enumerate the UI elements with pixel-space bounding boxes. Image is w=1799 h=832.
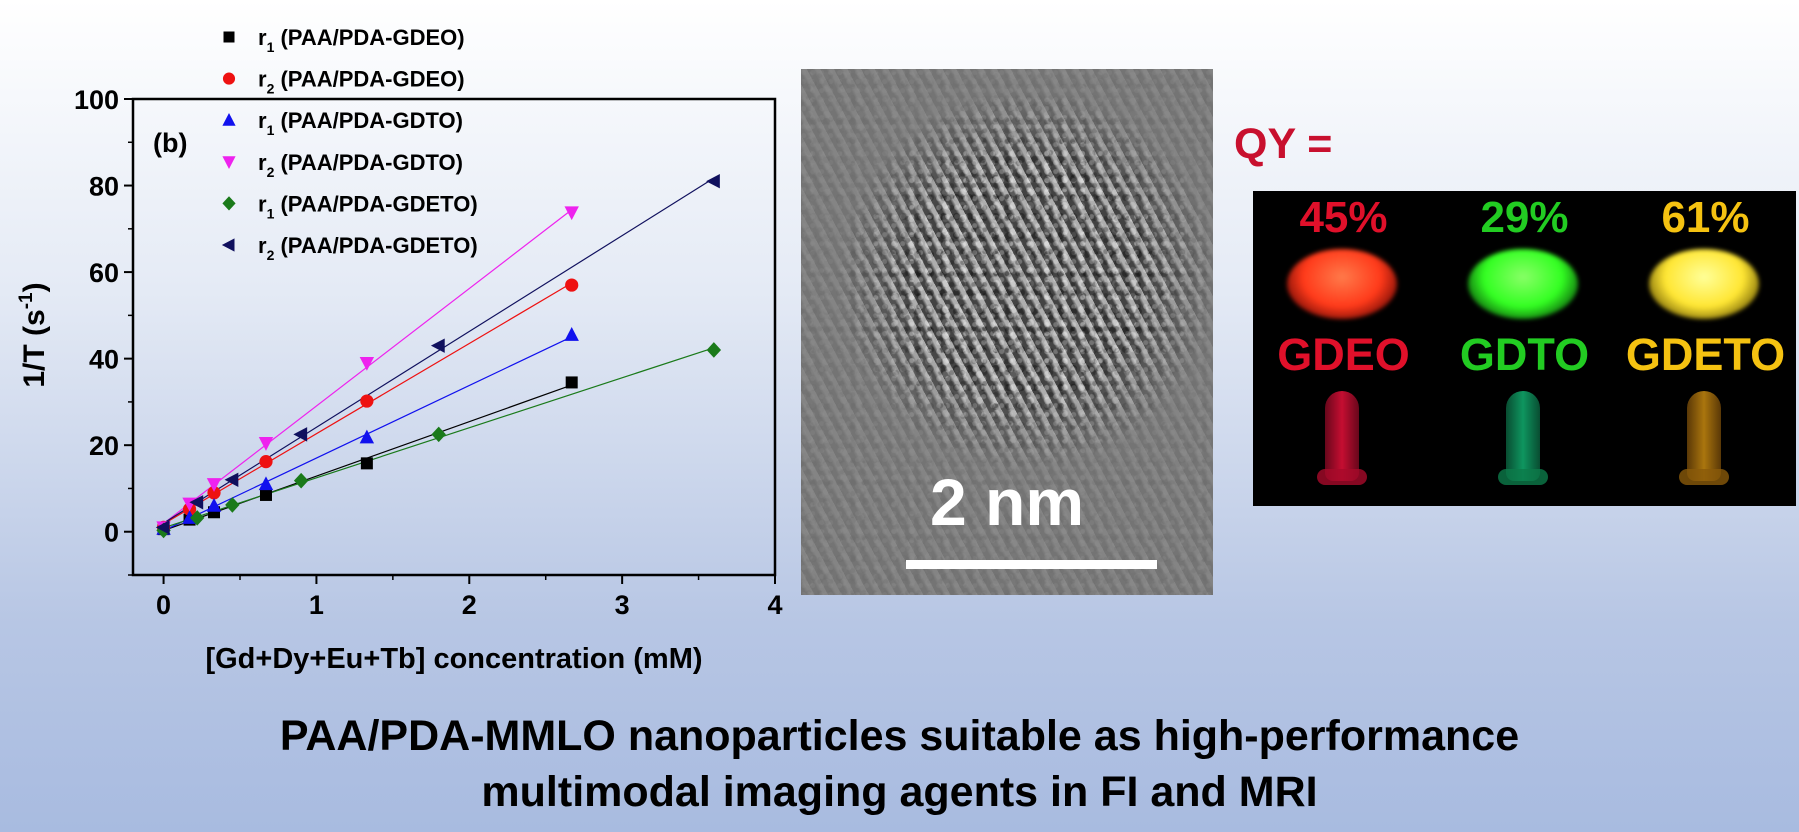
- x-tick-label: 3: [615, 590, 630, 620]
- data-point-2: [564, 327, 579, 341]
- vial-base: [1498, 469, 1548, 485]
- sample-percent: 45%: [1299, 193, 1388, 242]
- x-axis-label: [Gd+Dy+Eu+Tb] concentration (mM): [205, 643, 702, 675]
- tem-image: 2 nm: [801, 69, 1213, 595]
- data-point-4: [706, 342, 722, 358]
- data-point-2: [359, 429, 375, 444]
- legend-label-5: r2 (PAA/PDA-GDETO): [258, 233, 478, 263]
- fit-lines: [163, 177, 715, 532]
- y-tick-label: 40: [89, 345, 119, 375]
- data-point-1: [565, 278, 579, 292]
- legend-label-1: r2 (PAA/PDA-GDEO): [258, 67, 465, 97]
- scale-bar-label: 2 nm: [929, 465, 1085, 539]
- fit-line-5: [163, 177, 715, 524]
- y-tick-label: 20: [89, 431, 119, 461]
- vial: [1325, 391, 1359, 481]
- powder-pile: [1468, 249, 1578, 319]
- x-tick-label: 4: [767, 590, 782, 620]
- legend-marker-3: [222, 156, 236, 169]
- legend-label-2: r1 (PAA/PDA-GDTO): [258, 108, 463, 138]
- data-point-1: [207, 486, 221, 500]
- data-point-5: [224, 472, 239, 487]
- legend-marker-1: [222, 72, 236, 85]
- sample-gdeto: 61% GDETO: [1615, 191, 1796, 506]
- qy-label: QY =: [1234, 120, 1333, 168]
- data-point-0: [565, 376, 578, 389]
- y-tick-label: 0: [104, 518, 119, 548]
- sample-name: GDEO: [1277, 329, 1410, 380]
- data-point-4: [293, 472, 309, 489]
- data-point-0: [360, 457, 373, 470]
- data-point-3: [206, 478, 222, 492]
- plot-frame: [131, 97, 777, 577]
- data-point-5: [706, 174, 720, 189]
- data-point-0: [208, 506, 221, 519]
- panel-label: (b): [153, 128, 187, 158]
- y-tick-label: 60: [89, 258, 119, 288]
- legend-marker-5: [221, 238, 235, 252]
- data-point-5: [430, 338, 445, 353]
- data-point-1: [259, 455, 273, 469]
- legend-marker-2: [222, 113, 236, 126]
- sample-name: GDTO: [1459, 329, 1590, 380]
- fluorescence-photo: 45% GDEO 29% GDTO 61% GDETO: [1253, 191, 1796, 506]
- scale-bar: [906, 560, 1157, 569]
- data-point-4: [431, 426, 446, 443]
- sample-gdeo: 45% GDEO: [1253, 191, 1434, 506]
- sample-name: GDETO: [1625, 329, 1786, 380]
- sample-gdto: 29% GDTO: [1434, 191, 1615, 506]
- x-tick-label: 0: [156, 590, 171, 620]
- data-point-4: [225, 497, 240, 513]
- tem-vignette: [801, 69, 1213, 595]
- data-point-5: [155, 520, 170, 535]
- data-point-5: [293, 427, 308, 442]
- sample-percent: 61%: [1661, 193, 1750, 242]
- data-point-2: [258, 476, 274, 491]
- data-point-2: [206, 497, 222, 512]
- caption-line-2: multimodal imaging agents in FI and MRI: [481, 768, 1318, 816]
- legend-label-4: r1 (PAA/PDA-GDETO): [258, 191, 478, 221]
- powder-pile: [1649, 249, 1759, 319]
- y-tick-label: 100: [74, 85, 119, 115]
- y-tick-label: 80: [89, 172, 119, 202]
- vial-base: [1679, 469, 1729, 485]
- legend-label-0: r1 (PAA/PDA-GDEO): [258, 25, 465, 55]
- vial-base: [1317, 469, 1367, 485]
- legend-label-3: r2 (PAA/PDA-GDTO): [258, 150, 463, 180]
- caption-line-1: PAA/PDA-MMLO nanoparticles suitable as h…: [279, 712, 1520, 760]
- powder-pile: [1287, 249, 1397, 319]
- y-axis-label: 1/T (s-1): [16, 282, 51, 387]
- data-point-5: [189, 495, 204, 510]
- data-point-3: [359, 356, 375, 371]
- vial: [1687, 391, 1721, 481]
- data-point-1: [360, 394, 374, 408]
- data-point-3: [258, 437, 274, 451]
- x-tick-label: 2: [462, 590, 477, 620]
- data-point-3: [564, 206, 579, 221]
- data-point-4: [190, 510, 205, 526]
- legend-marker-4: [222, 196, 236, 211]
- sample-percent: 29%: [1480, 193, 1569, 242]
- data-markers: [155, 174, 722, 539]
- vial: [1506, 391, 1540, 481]
- data-point-0: [259, 488, 272, 501]
- legend: r1 (PAA/PDA-GDEO) r2 (PAA/PDA-GDEO) r1 (PA…: [221, 25, 478, 263]
- x-tick-label: 1: [309, 590, 324, 620]
- legend-marker-0: [223, 31, 235, 43]
